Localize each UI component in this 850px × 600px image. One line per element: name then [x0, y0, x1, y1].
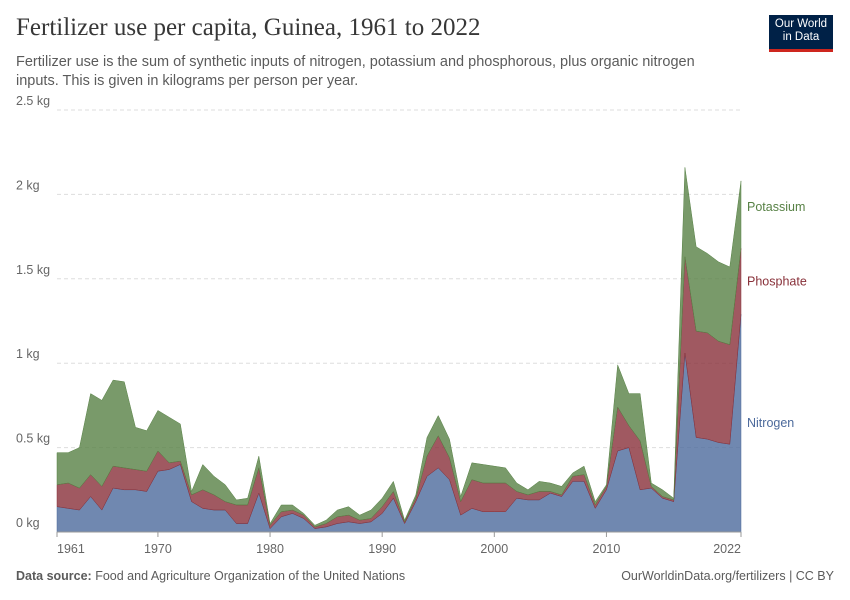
chart-title: Fertilizer use per capita, Guinea, 1961 …: [16, 14, 481, 41]
x-tick-label: 2022: [713, 542, 741, 555]
x-tick-label: 1990: [368, 542, 396, 555]
owid-logo[interactable]: Our World in Data: [769, 15, 833, 52]
legend-nitrogen[interactable]: Nitrogen: [747, 416, 794, 430]
stacked-area-chart: 0 kg 0.5 kg 1 kg 1.5 kg 2 kg 2.5 kg 1961 1970 19…: [16, 95, 807, 555]
x-tick-label: 1970: [144, 542, 172, 555]
y-tick-label: 0.5 kg: [16, 432, 50, 446]
legend-phosphate[interactable]: Phosphate: [747, 274, 807, 288]
y-tick-label: 2.5 kg: [16, 95, 50, 108]
data-source-text: Food and Agriculture Organization of the…: [95, 569, 406, 583]
x-tick-label: 1961: [57, 542, 85, 555]
data-source-label: Data source:: [16, 569, 92, 583]
axis-layer: 0 kg 0.5 kg 1 kg 1.5 kg 2 kg 2.5 kg 1961 1970 19…: [16, 95, 742, 555]
logo-line-2: in Data: [782, 31, 820, 43]
y-tick-label: 1 kg: [16, 347, 40, 361]
data-source: Data source: Food and Agriculture Organi…: [16, 569, 405, 583]
x-tick-label: 2010: [593, 542, 621, 555]
y-tick-label: 1.5 kg: [16, 263, 50, 277]
legend-potassium[interactable]: Potassium: [747, 200, 805, 214]
area-layer: [56, 167, 742, 533]
chart-subtitle: Fertilizer use is the sum of synthetic i…: [16, 54, 695, 89]
legend-layer[interactable]: Potassium Phosphate Nitrogen: [747, 200, 807, 430]
area-potassium[interactable]: [56, 167, 742, 528]
y-tick-label: 2 kg: [16, 178, 40, 192]
x-tick-label: 1980: [256, 542, 284, 555]
logo-line-1: Our World: [774, 18, 828, 30]
x-tick-label: 2000: [480, 542, 508, 555]
y-tick-label: 0 kg: [16, 516, 40, 530]
footer-link[interactable]: OurWorldinData.org/fertilizers | CC BY: [621, 569, 834, 583]
